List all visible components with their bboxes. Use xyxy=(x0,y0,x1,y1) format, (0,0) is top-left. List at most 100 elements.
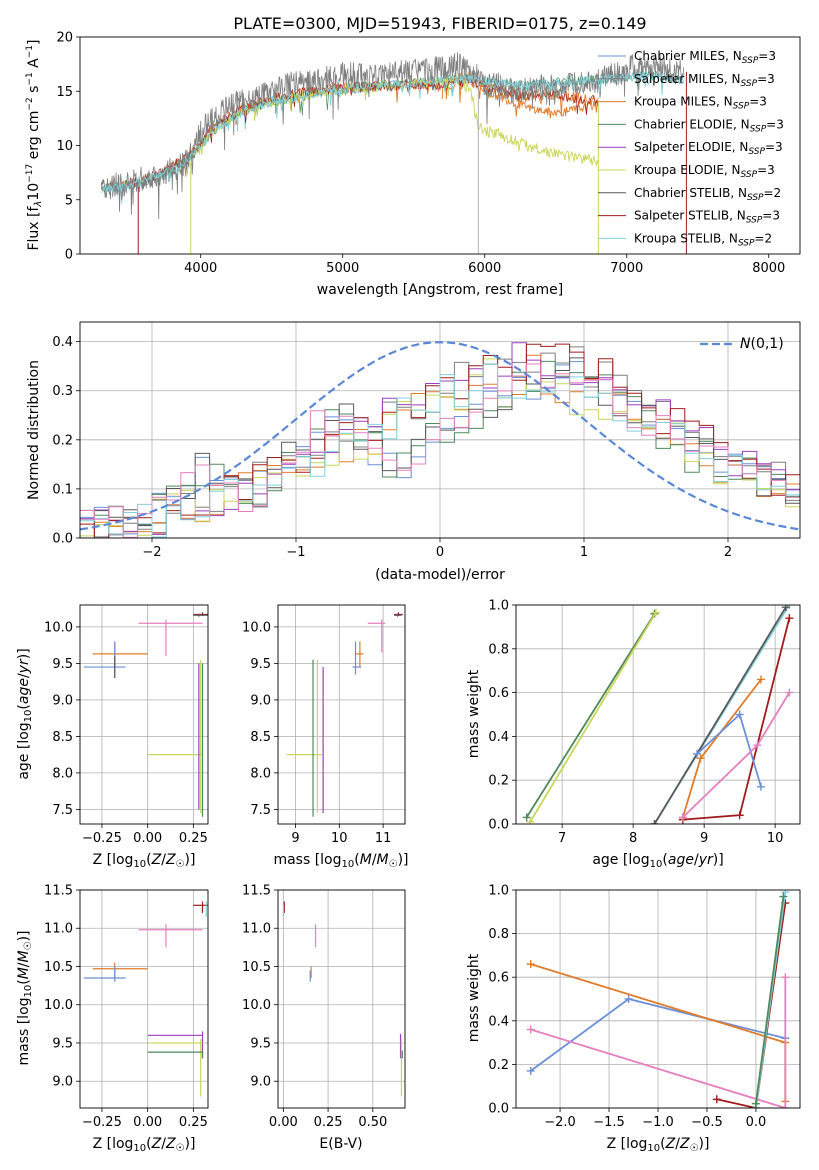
x-tick-label: 0 xyxy=(436,545,444,560)
y-tick-label: 0.8 xyxy=(488,642,509,657)
y-tick-label: 0.1 xyxy=(52,482,73,497)
plus-marker xyxy=(785,614,794,623)
y-tick-label: 0.6 xyxy=(488,686,509,701)
y-tick-label: 0.2 xyxy=(488,774,509,789)
age-z-axes: −0.25 0.00 0.25 7.5 8.0 8.5 9.0 9.5 10.0 Z [log10… xyxy=(16,604,209,870)
plot-area xyxy=(526,890,790,1108)
plus-marker xyxy=(678,813,687,822)
legend-entry: Chabrier MILES, NSSP=3 xyxy=(634,49,776,66)
x-tick-label: 0.00 xyxy=(269,1115,298,1130)
x-tick-label: 0.00 xyxy=(133,1115,162,1130)
plus-marker xyxy=(735,811,744,820)
x-tick-label: −0.5 xyxy=(691,1115,723,1130)
y-tick-label: 8.0 xyxy=(52,766,73,781)
plot-area xyxy=(80,341,800,538)
plus-marker xyxy=(781,973,790,982)
plot-area xyxy=(83,612,208,817)
legend-entry: Kroupa MILES, NSSP=3 xyxy=(634,95,767,112)
plus-marker xyxy=(753,741,762,750)
spectrum-axes: 4000 5000 6000 7000 8000 0 5 10 15 20 Chabrier MIL… xyxy=(25,31,801,298)
mw-z-series xyxy=(716,902,787,1108)
x-tick-label: −0.25 xyxy=(82,1115,122,1130)
y-tick-label: 0.2 xyxy=(52,433,73,448)
mw-age-y-label: mass weight xyxy=(466,669,482,758)
legend-entry: Kroupa ELODIE, NSSP=3 xyxy=(634,163,775,180)
x-tick-label: 8 xyxy=(629,831,637,846)
y-tick-label: 0.8 xyxy=(488,927,509,942)
x-tick-label: −2 xyxy=(142,545,161,560)
x-tick-label: −1.5 xyxy=(593,1115,625,1130)
plus-marker xyxy=(696,754,705,763)
plot-area xyxy=(286,612,403,817)
x-tick-label: 0.25 xyxy=(314,1115,343,1130)
mw-age-series xyxy=(529,612,657,823)
plot-area xyxy=(100,52,687,254)
plus-marker xyxy=(522,813,531,822)
residuals-y-label: Normed distribution xyxy=(26,360,42,500)
plus-marker xyxy=(781,890,790,897)
x-tick-label: 0.00 xyxy=(133,831,162,846)
spectrum-series-stelib-top xyxy=(101,70,685,193)
y-tick-label: 9.0 xyxy=(52,693,73,708)
y-tick-label: 9.0 xyxy=(52,1075,73,1090)
mw-z-x-label: Z [log10(Z/Z☉)] xyxy=(607,1136,710,1154)
legend-entry: Salpeter STELIB, NSSP=3 xyxy=(634,209,780,226)
age-z-y-label: age [log10(age/yr)] xyxy=(16,648,34,779)
axes-frame xyxy=(515,889,801,1109)
x-tick-label: 11 xyxy=(375,831,392,846)
x-tick-label: −1 xyxy=(286,545,305,560)
plot-area xyxy=(83,901,208,1097)
x-tick-label: 1 xyxy=(580,545,588,560)
spectrum-x-label: wavelength [Angstrom, rest frame] xyxy=(317,282,563,298)
x-tick-label: 10 xyxy=(331,831,348,846)
x-tick-label: 9 xyxy=(700,831,708,846)
y-tick-label: 5 xyxy=(65,193,73,208)
mw-z-y-label: mass weight xyxy=(466,953,482,1042)
y-tick-label: 8.0 xyxy=(250,766,271,781)
x-tick-label: 5000 xyxy=(326,261,359,276)
plus-marker xyxy=(785,688,794,697)
plus-marker xyxy=(651,608,660,617)
legend-entry: Salpeter MILES, NSSP=3 xyxy=(634,72,775,89)
axes-frame xyxy=(277,604,406,825)
y-tick-label: 1.0 xyxy=(488,884,509,899)
mw-age-series xyxy=(525,613,656,818)
normal-curve xyxy=(80,341,800,531)
y-tick-label: 9.5 xyxy=(52,1036,73,1051)
mass-z-x-label: Z [log10(Z/Z☉)] xyxy=(93,1136,196,1154)
plus-marker xyxy=(526,1025,535,1034)
plus-marker xyxy=(756,675,765,684)
mass-z-y-label: mass [log10(M/M☉)] xyxy=(16,930,34,1065)
plus-marker xyxy=(650,820,659,824)
axes-frame xyxy=(79,889,209,1109)
mass-ebv-x-label: E(B-V) xyxy=(319,1136,362,1152)
y-tick-label: 10.0 xyxy=(44,620,73,635)
residual-histogram xyxy=(80,363,800,538)
y-tick-label: 8.5 xyxy=(52,730,73,745)
age-mass-axes: 9 10 11 7.5 8.0 8.5 9.0 9.5 10.0 mass [log10(M/M☉… xyxy=(242,604,409,870)
y-tick-label: 8.5 xyxy=(250,730,271,745)
plus-marker xyxy=(751,1099,760,1108)
age-z-x-label: Z [log10(Z/Z☉)] xyxy=(93,852,196,870)
spectrum-legend: Chabrier MILES, NSSP=3 Salpeter MILES, NS… xyxy=(598,49,784,248)
y-tick-label: 9.0 xyxy=(250,693,271,708)
x-tick-label: 0.50 xyxy=(358,1115,387,1130)
spectrum-y-label: Flux [fλ10−17 erg cm−2 s−1 A−1] xyxy=(25,39,44,250)
x-tick-label: 9 xyxy=(291,831,299,846)
mw-z-series xyxy=(755,896,785,1104)
plus-marker xyxy=(526,1066,535,1075)
y-tick-label: 0.4 xyxy=(52,335,73,350)
legend-entry: Kroupa STELIB, NSSP=2 xyxy=(634,231,772,248)
plus-marker xyxy=(779,892,788,901)
legend-entry: Salpeter ELODIE, NSSP=3 xyxy=(634,140,783,157)
x-tick-label: 2 xyxy=(724,545,732,560)
x-tick-label: −2.0 xyxy=(544,1115,576,1130)
plus-marker xyxy=(526,817,535,824)
x-tick-label: 10 xyxy=(767,831,784,846)
y-tick-label: 20 xyxy=(56,31,73,46)
x-tick-label: 0.25 xyxy=(179,831,208,846)
plus-marker xyxy=(624,995,633,1003)
plus-marker xyxy=(781,605,790,612)
y-tick-label: 10 xyxy=(56,139,73,154)
y-tick-label: 10.0 xyxy=(242,998,271,1013)
